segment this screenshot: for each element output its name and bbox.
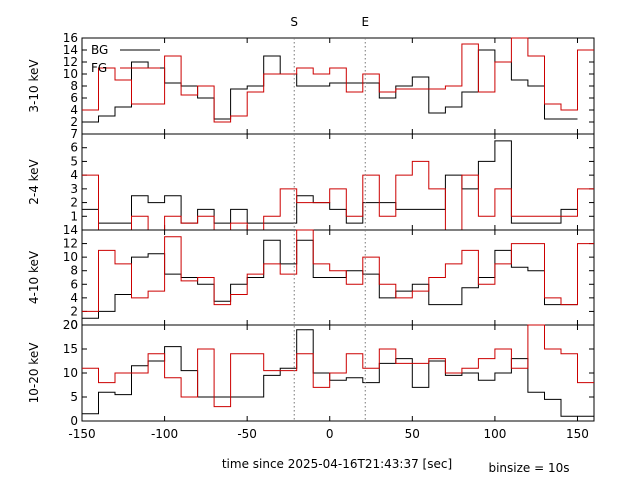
y-tick-label: 10	[63, 366, 78, 380]
y-axis-label: 3-10 keV	[27, 59, 41, 113]
y-tick-label: 4	[70, 103, 78, 117]
y-tick-label: 6	[70, 141, 78, 155]
legend-label-fg: FG	[91, 61, 107, 75]
y-tick-label: 16	[63, 31, 78, 45]
legend: BG FG	[91, 43, 160, 75]
y-tick-label: 10	[63, 67, 78, 81]
y-axis-label: 2-4 keV	[27, 158, 41, 204]
x-tick-label: 50	[405, 427, 420, 441]
series-fg-line	[82, 324, 594, 408]
series-bg-line	[82, 140, 578, 224]
x-tick-label: -100	[151, 427, 178, 441]
series-fg-line	[82, 160, 594, 231]
y-tick-label: 20	[63, 318, 78, 332]
marker-s-label: S	[290, 15, 298, 29]
x-tick-label: 100	[483, 427, 506, 441]
y-tick-label: 8	[70, 79, 78, 93]
y-tick-label: 10	[63, 250, 78, 264]
legend-label-bg: BG	[91, 43, 108, 57]
panel-4: 0 5 10 15 20 -150 -100 -50 0 50 100 150 10-20 keV	[27, 318, 595, 441]
y-tick-label: 5	[70, 154, 78, 168]
series-fg-line	[82, 229, 594, 312]
y-tick-label: 1	[70, 209, 78, 223]
y-tick-label: 2	[70, 304, 78, 318]
y-tick-label: 15	[63, 342, 78, 356]
y-tick-label: 0	[70, 318, 78, 332]
x-tick-label: -150	[68, 427, 95, 441]
y-tick-label: 6	[70, 91, 78, 105]
series-fg-line	[82, 37, 594, 123]
y-axis-label: 10-20 keV	[27, 342, 41, 404]
marker-e-label: E	[361, 15, 369, 29]
y-tick-label: 0	[70, 414, 78, 428]
y-tick-label: 2	[70, 115, 78, 129]
y-tick-label: 12	[63, 55, 78, 69]
y-tick-label: 5	[70, 390, 78, 404]
x-tick-label: 0	[326, 427, 334, 441]
series-bg-line	[82, 239, 578, 319]
y-tick-label: 12	[63, 237, 78, 251]
y-tick-label: 6	[70, 277, 78, 291]
x-axis-label: time since 2025-04-16T21:43:37 [sec]	[222, 457, 452, 471]
binsize-note: binsize = 10s	[488, 461, 569, 475]
y-tick-label: 4	[70, 168, 78, 182]
x-tick-label: 150	[566, 427, 589, 441]
y-tick-label: 8	[70, 264, 78, 278]
y-tick-label: 7	[70, 127, 78, 141]
x-tick-label: -50	[237, 427, 257, 441]
y-tick-label: 2	[70, 196, 78, 210]
plot-frame	[81, 133, 595, 231]
y-tick-label: 14	[63, 43, 78, 57]
y-tick-label: 4	[70, 291, 78, 305]
plot-frame	[81, 37, 595, 135]
y-tick-label: 3	[70, 182, 78, 196]
y-tick-label: 14	[63, 223, 78, 237]
y-axis-label: 4-10 keV	[27, 250, 41, 304]
series-bg-line	[82, 49, 578, 123]
